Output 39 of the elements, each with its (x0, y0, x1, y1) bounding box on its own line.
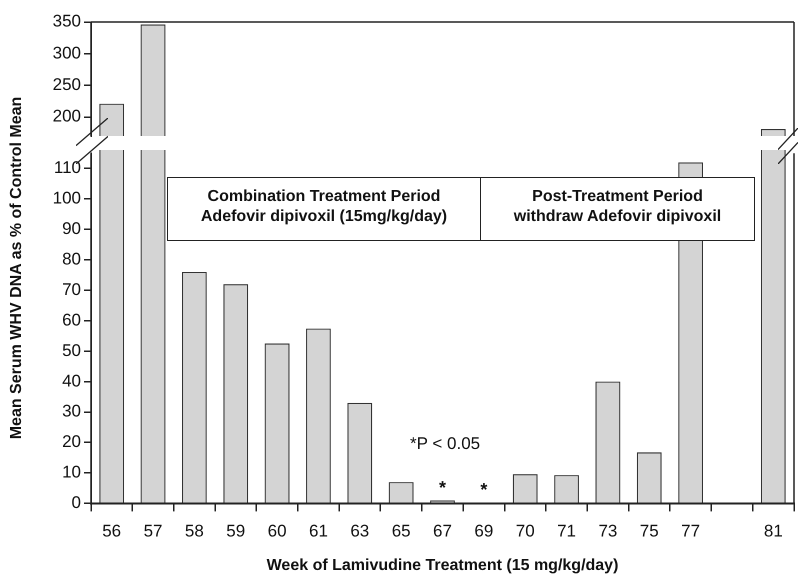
label-box: Post-Treatment Period withdraw Adefovir dipivoxil (480, 177, 755, 241)
x-axis-title: Week of Lamivudine Treatment (15 mg/kg/day) (266, 556, 618, 574)
x-tick-label: 75 (640, 521, 659, 540)
x-tick-label: 61 (308, 521, 328, 540)
y-tick-label: 350 (52, 12, 81, 31)
y-tick-label: 70 (62, 280, 81, 299)
y-tick-label: 100 (52, 188, 81, 208)
y-tick-label: 50 (62, 340, 81, 360)
x-tick-label: 60 (268, 521, 287, 540)
x-tick-label: 77 (681, 521, 700, 540)
x-tick-label: 65 (392, 521, 411, 540)
y-tick-label: 200 (52, 106, 81, 126)
y-tick-label: 60 (62, 310, 81, 330)
y-tick-label: 40 (62, 371, 81, 390)
x-tick-label: 71 (557, 521, 576, 540)
annotation: * (438, 477, 446, 498)
annotation: *P < 0.05 (410, 434, 482, 455)
x-tick-label: 57 (144, 521, 162, 540)
x-tick-label: 56 (102, 521, 122, 540)
y-tick-label: 10 (62, 462, 81, 482)
y-tick-label: 250 (52, 75, 81, 94)
y-tick-label: 80 (62, 249, 81, 268)
y-tick-label: 0 (72, 493, 81, 512)
y-tick-label: 90 (62, 219, 81, 238)
annotation: * (480, 479, 488, 500)
x-tick-label: 69 (474, 521, 494, 540)
x-tick-label: 63 (350, 521, 370, 540)
x-tick-label: 73 (598, 521, 618, 540)
x-tick-label: 59 (226, 521, 246, 540)
y-tick-label: 30 (62, 402, 81, 421)
y-axis-title: Mean Serum WHV DNA as % of Control Mean (8, 96, 26, 440)
x-tick-label: 81 (764, 521, 783, 540)
y-tick-label: 20 (62, 432, 81, 452)
y-tick-label: 110 (54, 158, 81, 178)
x-tick-label: 58 (184, 521, 204, 540)
x-tick-label: 67 (433, 521, 452, 540)
label-box: Combination Treatment Period Adefovir dipivoxil (15mg/kg/day) (167, 177, 481, 241)
y-tick-label: 300 (52, 43, 81, 62)
x-tick-label: 70 (516, 521, 535, 540)
